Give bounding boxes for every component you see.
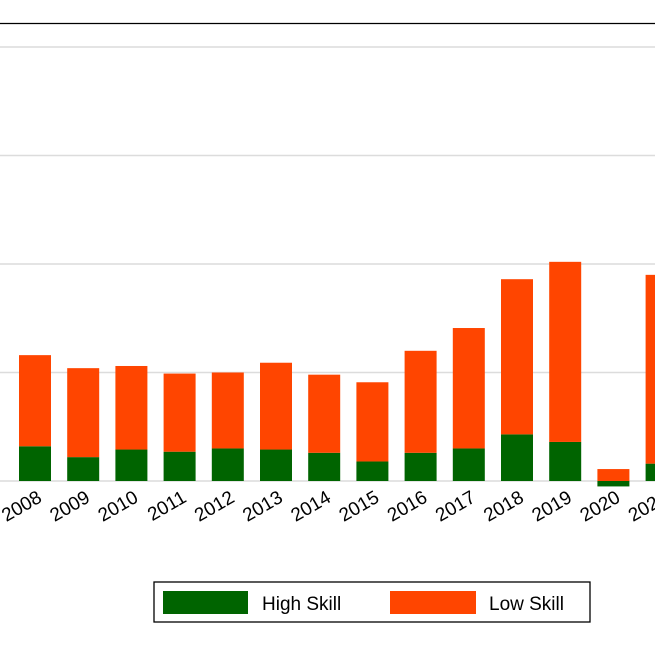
bar-high-skill-2010 — [115, 449, 148, 481]
bar-high-skill-2016 — [404, 452, 437, 481]
bar-low-skill-2014 — [308, 374, 341, 453]
bar-low-skill-2018 — [501, 279, 533, 435]
bar-high-skill-2011 — [163, 451, 196, 481]
x-tick-label-2010: 2010 — [95, 487, 142, 526]
x-tick-label-2016: 2016 — [384, 487, 431, 526]
bar-low-skill-2017 — [452, 328, 485, 449]
bar-high-skill-2021 — [645, 463, 655, 481]
bar-high-skill-2012 — [211, 448, 244, 481]
x-tick-label-2020: 2020 — [577, 487, 624, 526]
bar-low-skill-2011 — [163, 373, 196, 452]
bar-high-skill-2019 — [549, 441, 582, 481]
x-tick-labels: 2008 2009 2010 2011 2012 2013 2014 2015 2016 2017… — [0, 487, 655, 527]
x-tick-label-2014: 2014 — [288, 487, 335, 527]
x-tick-label-2012: 2012 — [191, 487, 238, 526]
legend-swatch-low-skill — [390, 591, 476, 614]
x-tick-label-2008: 2008 — [0, 487, 46, 526]
legend-label-high-skill: High Skill — [262, 594, 341, 615]
bar-low-skill-2020 — [597, 469, 630, 481]
bar-low-skill-2013 — [260, 362, 292, 450]
x-tick-label-2015: 2015 — [336, 487, 383, 526]
bars — [19, 261, 655, 487]
x-tick-label-2011: 2011 — [144, 487, 190, 526]
x-tick-label-2018: 2018 — [480, 487, 527, 526]
bar-high-skill-2014 — [308, 452, 341, 481]
bar-low-skill-2021 — [645, 274, 655, 464]
x-tick-label-2013: 2013 — [239, 487, 286, 526]
bar-low-skill-2019 — [549, 261, 582, 442]
bar-high-skill-2017 — [452, 448, 485, 481]
bar-low-skill-2012 — [211, 372, 244, 449]
bar-high-skill-2020 — [597, 481, 630, 487]
legend-swatch-high-skill — [163, 591, 248, 614]
bar-low-skill-2008 — [19, 355, 51, 447]
bar-high-skill-2018 — [501, 434, 533, 481]
legend-label-low-skill: Low Skill — [489, 594, 564, 615]
bar-low-skill-2015 — [356, 382, 389, 462]
bar-high-skill-2009 — [67, 457, 100, 481]
bar-low-skill-2010 — [115, 365, 148, 450]
bar-low-skill-2009 — [67, 368, 100, 458]
legend: High Skill Low Skill — [153, 581, 591, 623]
bar-high-skill-2013 — [260, 449, 292, 481]
x-tick-label-2019: 2019 — [529, 487, 576, 526]
x-tick-label-2021: 2021 — [625, 487, 655, 526]
x-tick-label-2009: 2009 — [47, 487, 94, 526]
bar-low-skill-2016 — [404, 350, 437, 453]
bar-high-skill-2008 — [19, 446, 51, 481]
bar-high-skill-2015 — [356, 461, 389, 481]
x-tick-label-2017: 2017 — [432, 487, 479, 526]
